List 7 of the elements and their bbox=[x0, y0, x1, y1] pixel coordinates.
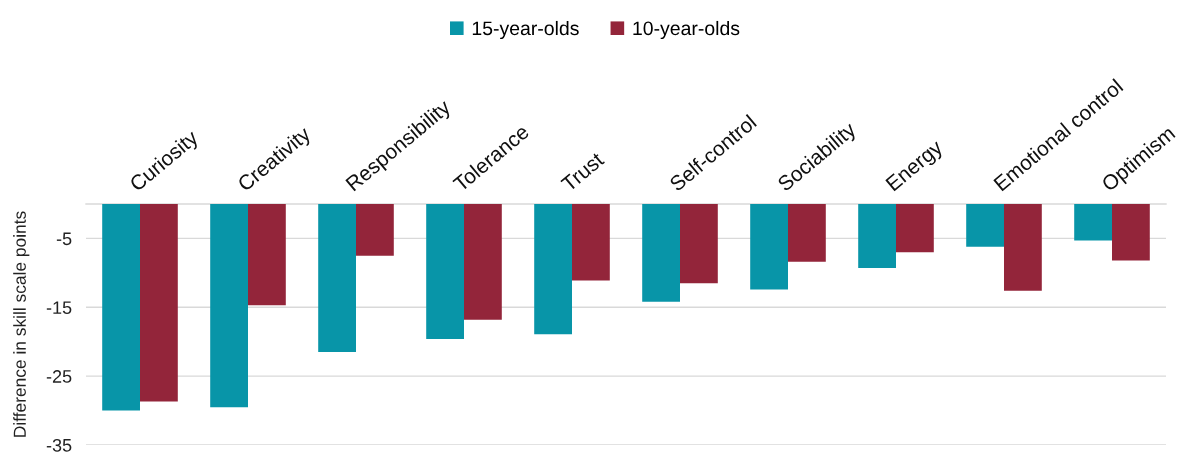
y-axis-title: Difference in skill scale points bbox=[13, 211, 30, 437]
legend-label: 10-year-olds bbox=[633, 20, 740, 40]
y-tick-label: -35 bbox=[46, 438, 72, 452]
y-tick-label: -5 bbox=[56, 232, 72, 246]
y-tick-label: -25 bbox=[46, 370, 72, 383]
legend-label: 15-year-olds bbox=[472, 20, 579, 40]
y-tick-label: -15 bbox=[46, 301, 72, 315]
